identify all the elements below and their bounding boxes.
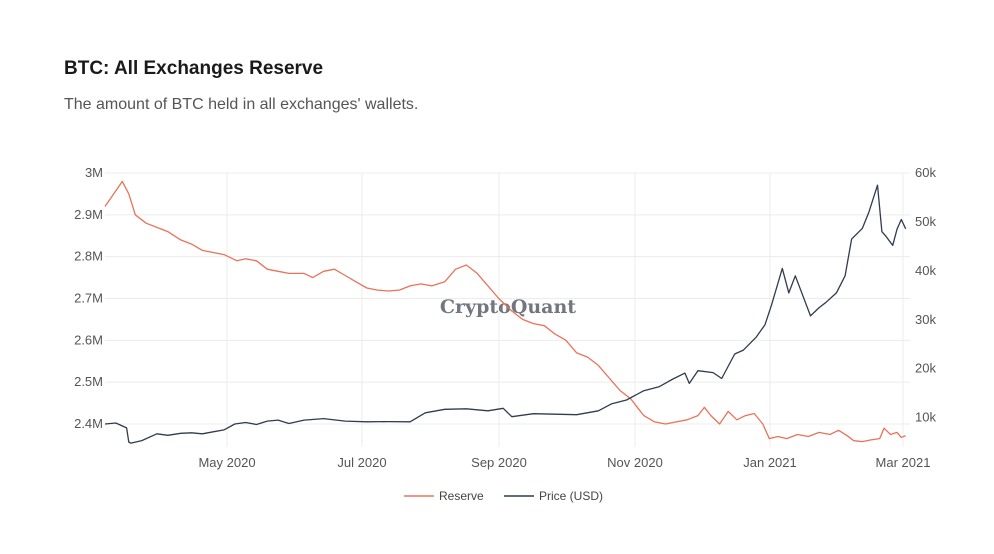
left-tick-label: 3M [85, 165, 103, 180]
price-line [104, 184, 907, 444]
chart-title: BTC: All Exchanges Reserve [64, 58, 324, 79]
left-tick-label: 2.6M [74, 332, 103, 347]
chart-subtitle: The amount of BTC held in all exchanges'… [64, 96, 419, 113]
right-axis-ticks: 10k 20k 30k 40k 50k 60k [915, 165, 936, 425]
reserve-line [104, 180, 906, 443]
series-lines [104, 180, 907, 444]
left-tick-label: 2.7M [74, 290, 103, 305]
x-tick-label: Jul 2020 [337, 455, 386, 470]
right-tick-label: 40k [915, 263, 936, 278]
left-tick-label: 2.5M [74, 374, 103, 389]
x-tick-label: Jan 2021 [743, 455, 797, 470]
x-tick-label: Nov 2020 [607, 455, 663, 470]
legend-label-price[interactable]: Price (USD) [539, 489, 603, 503]
x-tick-label: Sep 2020 [471, 455, 527, 470]
left-tick-label: 2.9M [74, 207, 103, 222]
right-tick-label: 10k [915, 410, 936, 425]
left-axis-ticks: 2.4M 2.5M 2.6M 2.7M 2.8M 2.9M 3M [74, 165, 103, 431]
right-tick-label: 60k [915, 165, 936, 180]
x-tick-label: Mar 2021 [876, 455, 931, 470]
right-tick-label: 50k [915, 214, 936, 229]
left-tick-label: 2.4M [74, 416, 103, 431]
x-axis-ticks: May 2020 Jul 2020 Sep 2020 Nov 2020 Jan 2021… [198, 455, 930, 470]
left-tick-label: 2.8M [74, 249, 103, 264]
x-tick-label: May 2020 [198, 455, 255, 470]
right-tick-label: 20k [915, 361, 936, 376]
legend[interactable]: Reserve Price (USD) [404, 489, 603, 503]
gridlines [105, 172, 910, 447]
right-tick-label: 30k [915, 312, 936, 327]
legend-label-reserve[interactable]: Reserve [439, 489, 484, 503]
